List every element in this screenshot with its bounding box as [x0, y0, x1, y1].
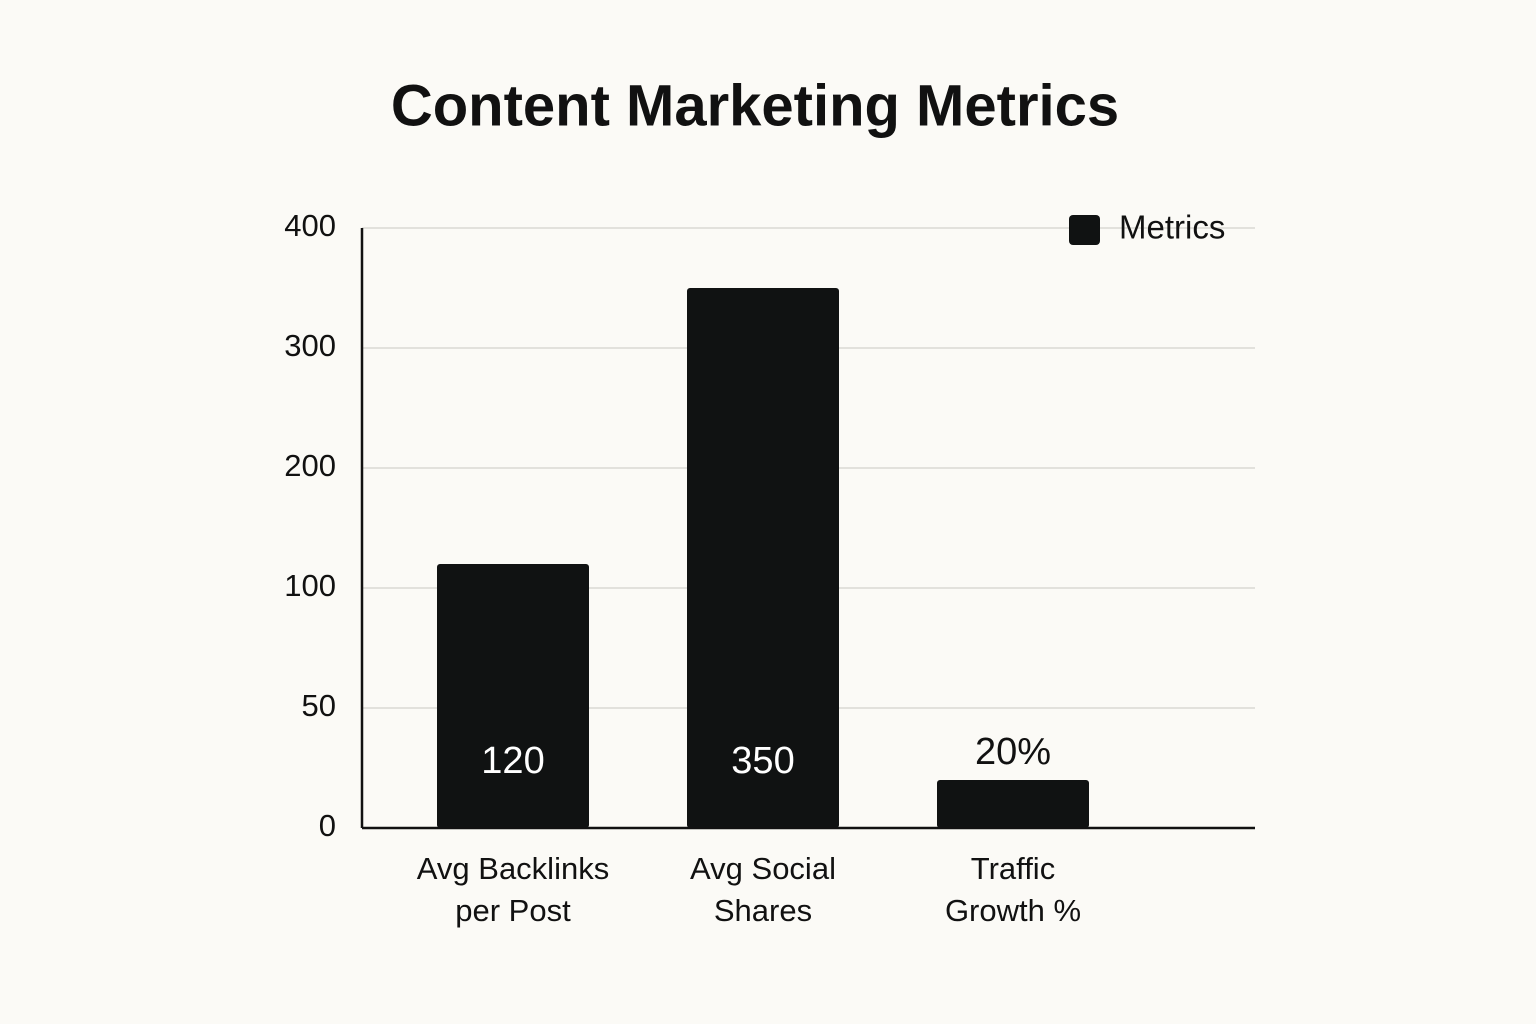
- legend-label: Metrics: [1119, 209, 1225, 246]
- bar: [437, 564, 589, 828]
- y-tick-label: 50: [302, 688, 336, 723]
- x-tick-label: Avg Backlinks per Post: [416, 851, 610, 928]
- bar: [687, 288, 839, 828]
- x-tick-label: Traffic Growth %: [944, 851, 1082, 928]
- y-tick-label: 100: [284, 568, 336, 603]
- value-label: 120: [481, 740, 544, 782]
- y-tick-label: 200: [284, 448, 336, 483]
- value-label: 20%: [975, 731, 1051, 773]
- y-tick-label: 400: [284, 208, 336, 243]
- value-label: 350: [731, 740, 794, 782]
- y-tick-label: 0: [319, 808, 336, 843]
- x-tick-label: Avg Social Shares: [690, 851, 836, 928]
- bar: [937, 780, 1089, 828]
- y-tick-label: 300: [284, 328, 336, 363]
- chart-title: Content Marketing Metrics: [391, 73, 1119, 138]
- legend-swatch: [1069, 215, 1100, 245]
